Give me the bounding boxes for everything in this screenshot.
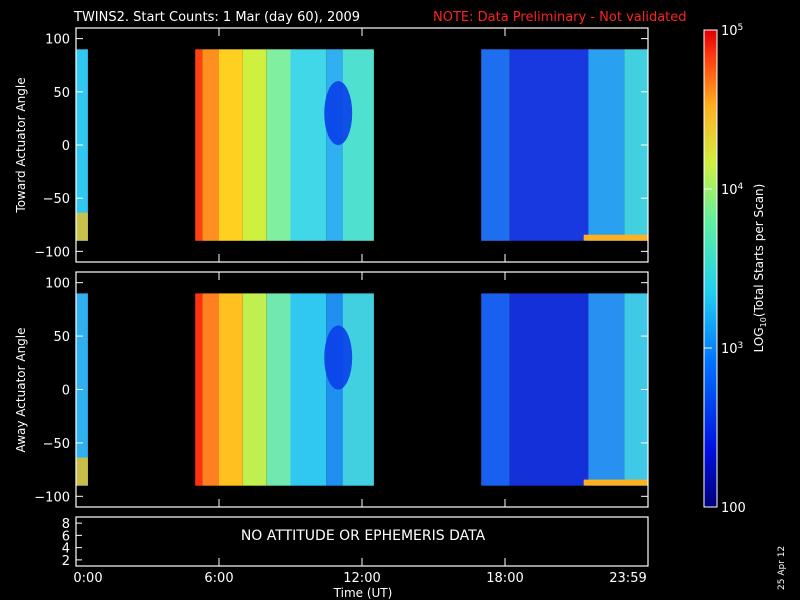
heatmap-band bbox=[195, 49, 203, 241]
colorbar-gradient bbox=[703, 29, 718, 508]
colorbar-label: LOG10(Total Starts per Scan) bbox=[752, 184, 768, 353]
toward-panel: 100 50 0 −50 −100 bbox=[34, 27, 649, 263]
ylabel-toward: Toward Actuator Angle bbox=[14, 77, 28, 213]
x-tick-label: 23:59 bbox=[609, 571, 646, 586]
colorbar-tick-label: 104 bbox=[721, 182, 744, 198]
heatmap-band bbox=[481, 293, 510, 486]
heatmap-band bbox=[588, 293, 625, 486]
heatmap-band bbox=[342, 293, 374, 486]
heatmap-band bbox=[624, 49, 648, 241]
heatmap-band bbox=[290, 293, 327, 486]
heatmap-band bbox=[624, 293, 648, 486]
colorbar-tick-label: 100 bbox=[721, 501, 746, 516]
ephemeris-message: NO ATTITUDE OR EPHEMERIS DATA bbox=[241, 528, 486, 544]
y-tick-label: −50 bbox=[43, 192, 70, 207]
x-tick-label: 12:00 bbox=[343, 571, 380, 586]
heatmap-band bbox=[219, 293, 243, 486]
note-text: NOTE: Data Preliminary - Not validated bbox=[433, 10, 687, 25]
y-tick-label: 100 bbox=[45, 277, 70, 292]
x-tick-label: 0:00 bbox=[73, 571, 102, 586]
x-axis: 0:00 6:00 12:00 18:00 23:59 bbox=[73, 571, 646, 586]
y-tick-label: 4 bbox=[62, 542, 70, 557]
x-axis-label: Time (UT) bbox=[333, 586, 393, 600]
heatmap-edge bbox=[583, 479, 648, 486]
y-tick-label: −100 bbox=[34, 245, 70, 260]
heatmap-band bbox=[326, 293, 343, 486]
heatmap-band bbox=[202, 293, 219, 486]
heatmap-band bbox=[242, 49, 267, 241]
heatmap-blob bbox=[324, 81, 353, 146]
y-tick-label: 6 bbox=[62, 529, 70, 544]
heatmap-band bbox=[202, 49, 219, 241]
heatmap-band bbox=[509, 49, 589, 241]
y-tick-label: −50 bbox=[43, 437, 70, 452]
heatmap-blob bbox=[324, 325, 353, 390]
heatmap-band bbox=[242, 293, 267, 486]
heatmap-edge bbox=[76, 457, 88, 486]
heatmap-band bbox=[509, 293, 589, 486]
heatmap-band bbox=[266, 49, 291, 241]
colorbar-tick-label: 105 bbox=[721, 23, 743, 39]
away-panel: 100 50 0 −50 −100 bbox=[34, 271, 649, 508]
heatmap-band bbox=[266, 293, 291, 486]
x-tick-label: 6:00 bbox=[204, 571, 233, 586]
chart-title: TWINS2. Start Counts: 1 Mar (day 60), 20… bbox=[73, 10, 360, 25]
heatmap-band bbox=[326, 49, 343, 241]
y-tick-label: 8 bbox=[62, 517, 70, 532]
y-tick-label: 50 bbox=[53, 86, 70, 101]
heatmap-band bbox=[588, 49, 625, 241]
y-tick-label: 0 bbox=[62, 384, 70, 399]
y-tick-label: 0 bbox=[62, 139, 70, 154]
ylabel-away: Away Actuator Angle bbox=[14, 327, 28, 452]
heatmap-band bbox=[342, 49, 374, 241]
y-tick-label: 50 bbox=[53, 330, 70, 345]
heatmap-edge bbox=[76, 212, 88, 241]
heatmap-band bbox=[481, 49, 510, 241]
colorbar-tick-label: 103 bbox=[721, 341, 743, 357]
y-tick-label: −100 bbox=[34, 490, 70, 505]
heatmap-edge bbox=[583, 234, 648, 241]
heatmap-band bbox=[195, 293, 203, 486]
y-tick-label: 100 bbox=[45, 33, 70, 48]
x-tick-label: 18:00 bbox=[486, 571, 523, 586]
colorbar: 100 103 104 105 bbox=[703, 23, 746, 516]
heatmap-band bbox=[290, 49, 327, 241]
date-stamp: 25 Apr 12 bbox=[777, 546, 787, 590]
y-tick-label: 2 bbox=[62, 554, 70, 569]
heatmap-band bbox=[219, 49, 243, 241]
